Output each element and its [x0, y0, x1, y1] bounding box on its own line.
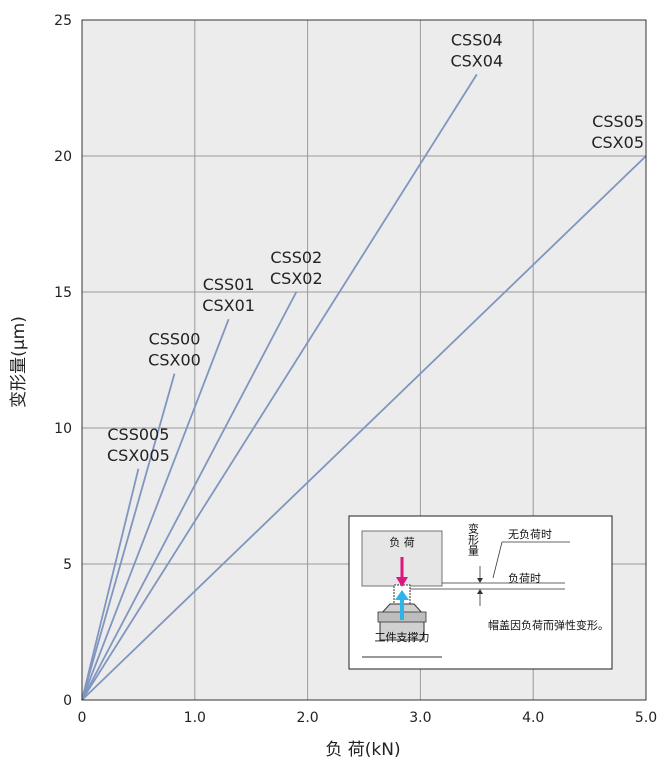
- grid: [81, 19, 647, 701]
- x-tick-label: 3.0: [409, 710, 431, 726]
- series-label: CSX01: [202, 296, 255, 315]
- y-tick-label: 0: [63, 693, 72, 709]
- inset-deform-arrowhead-top: [477, 578, 483, 583]
- series-label: CSS01: [203, 275, 255, 294]
- series-label: CSS02: [270, 248, 322, 267]
- series-lines: [81, 73, 647, 701]
- y-tick-label: 25: [54, 13, 72, 29]
- inset-load-arrow-head: [396, 577, 408, 587]
- inset-deform-label: 变形量: [467, 522, 480, 556]
- series-line: [81, 318, 230, 701]
- y-tick-label: 5: [63, 557, 72, 573]
- x-tick-label: 2.0: [296, 710, 318, 726]
- inset-no-load-leader: [492, 541, 503, 579]
- series-label: CSS005: [107, 425, 169, 444]
- series-labels: CSS005 CSX005 CSS00 CSX00 CSS01 CSX01 CSS02 CSX…: [107, 30, 644, 464]
- series-label: CSX05: [591, 133, 644, 152]
- series-line: [81, 468, 140, 701]
- x-axis-title: 负 荷(kN): [325, 740, 400, 760]
- tick-labels: 0 1.0 2.0 3.0 4.0 5.0 0 5 10 15 20 25: [54, 13, 657, 726]
- x-tick-label: 4.0: [522, 710, 544, 726]
- inset-support-label: 工件支撑力: [375, 630, 430, 644]
- y-tick-label: 15: [54, 285, 72, 301]
- inset-caption: 帽盖因负荷而弹性变形。: [488, 618, 609, 632]
- inset-loaded-label: 负荷时: [508, 571, 541, 585]
- series-line: [81, 291, 298, 701]
- x-tick-label: 5.0: [635, 710, 657, 726]
- plot-border: [81, 19, 647, 701]
- series-label: CSS00: [149, 330, 201, 349]
- x-tick-label: 1.0: [184, 710, 206, 726]
- inset-no-load-label: 无负荷时: [508, 527, 552, 541]
- y-axis-title: 变形量(μm): [9, 316, 29, 408]
- inset-deform-arrowhead-bottom: [477, 589, 483, 594]
- series-line: [81, 73, 478, 701]
- series-label: CSX005: [107, 446, 170, 465]
- series-line: [81, 373, 176, 701]
- series-label: CSS05: [592, 112, 644, 131]
- y-tick-label: 20: [54, 149, 72, 165]
- inset-load-label: 负 荷: [389, 535, 415, 549]
- series-label: CSX04: [450, 51, 503, 70]
- x-tick-label: 0: [78, 710, 87, 726]
- series-label: CSS04: [451, 30, 503, 49]
- inset-support-arrow-head: [395, 590, 409, 600]
- y-tick-label: 10: [54, 421, 72, 437]
- series-label: CSX00: [148, 351, 201, 370]
- series-label: CSX02: [270, 269, 323, 288]
- series-line: [81, 155, 647, 701]
- inset-diagram: 负 荷 工件支撑力 变形量 无负荷时 负荷时 帽盖因负荷而弹性变形。: [348, 515, 613, 670]
